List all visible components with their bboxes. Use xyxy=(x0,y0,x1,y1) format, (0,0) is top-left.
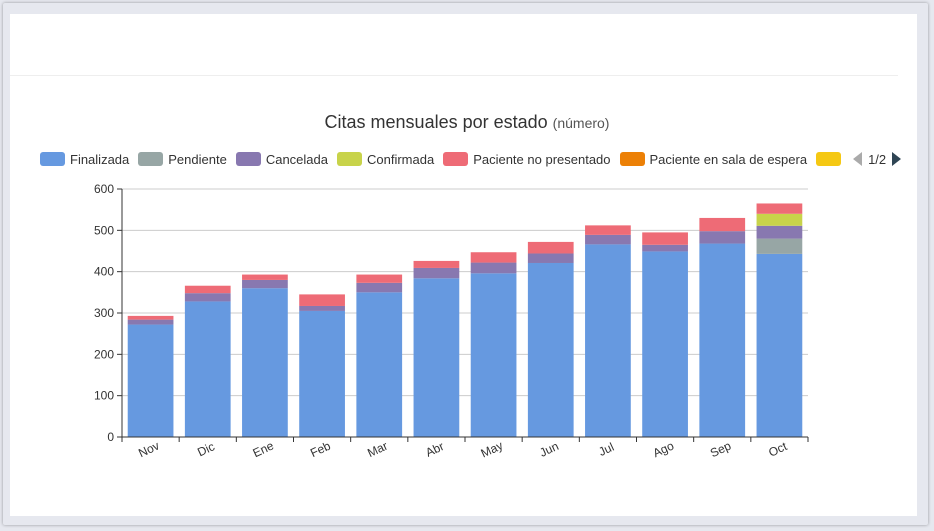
bar-segment xyxy=(756,238,803,254)
y-tick-label: 600 xyxy=(94,182,114,196)
bar-segment xyxy=(184,301,231,437)
bar-segment xyxy=(356,292,403,437)
bar-segment xyxy=(699,243,746,437)
legend-next-icon[interactable] xyxy=(892,152,902,166)
bar-segment xyxy=(699,217,746,232)
x-tick-label: Ene xyxy=(251,438,277,460)
bar-segment xyxy=(756,213,803,226)
legend-item-sala-espera[interactable]: Paciente en sala de espera xyxy=(619,151,808,167)
legend-item-next[interactable] xyxy=(816,152,846,166)
bar-segment xyxy=(413,267,460,279)
x-tick-label: Oct xyxy=(766,439,789,460)
bar-segment xyxy=(413,260,460,268)
y-tick-label: 300 xyxy=(94,306,114,320)
bar-segment xyxy=(242,279,288,289)
bar-segment xyxy=(356,282,403,293)
legend-label: Pendiente xyxy=(168,151,227,167)
bar-segment xyxy=(585,225,631,235)
legend-label: Confirmada xyxy=(366,151,435,167)
bar-segment xyxy=(527,241,574,254)
bar-segment xyxy=(642,251,688,437)
bar-segment xyxy=(585,234,631,245)
bar-segment xyxy=(356,274,403,283)
legend-prev-icon[interactable] xyxy=(853,152,863,166)
bar-segment xyxy=(699,231,746,244)
legend-swatch xyxy=(336,152,362,166)
x-tick-label: Feb xyxy=(308,439,333,461)
y-tick-label: 200 xyxy=(94,347,114,361)
chart-title-text: Citas mensuales por estado xyxy=(324,112,548,132)
bar-segment xyxy=(756,253,803,437)
chart-subtitle: (número) xyxy=(552,115,610,131)
chart-legend: Finalizada Pendiente Cancelada Confirmad… xyxy=(40,150,902,168)
legend-item-pendiente[interactable]: Pendiente xyxy=(138,152,227,167)
y-tick-label: 500 xyxy=(94,223,114,237)
bar-segment xyxy=(299,305,345,311)
bar-segment xyxy=(756,203,803,214)
bar-segment xyxy=(127,315,174,320)
bar-segment xyxy=(127,319,174,325)
divider xyxy=(10,75,898,76)
legend-label: Paciente no presentado xyxy=(473,151,611,167)
bar-segment xyxy=(184,293,231,302)
x-tick-label: Sep xyxy=(708,438,734,460)
x-tick-label: Abr xyxy=(423,439,446,460)
x-tick-label: Jul xyxy=(596,440,616,459)
bar-segment xyxy=(470,273,517,437)
legend-swatch xyxy=(40,152,65,166)
legend-swatch xyxy=(235,152,261,166)
legend-swatch xyxy=(816,152,842,166)
bar-segment xyxy=(470,262,517,274)
legend-item-finalizada[interactable]: Finalizada xyxy=(40,152,129,167)
legend-swatch xyxy=(443,152,469,166)
legend-swatch xyxy=(619,152,645,166)
bar-segment xyxy=(127,324,174,437)
x-tick-label: Mar xyxy=(365,439,390,460)
bar-segment xyxy=(413,278,460,437)
y-tick-label: 400 xyxy=(94,265,114,279)
x-tick-label: May xyxy=(479,438,505,460)
bar-segment xyxy=(242,288,288,437)
x-tick-label: Jun xyxy=(537,439,560,460)
x-tick-label: Nov xyxy=(136,439,161,461)
bar-segment xyxy=(642,232,688,245)
bar-segment xyxy=(642,244,688,252)
bar-segment xyxy=(470,252,517,263)
legend-pager: 1/2 xyxy=(853,151,902,167)
bar-segment xyxy=(756,225,803,239)
y-tick-label: 0 xyxy=(107,430,114,444)
y-tick-label: 100 xyxy=(94,389,114,403)
bar-segment xyxy=(527,253,574,263)
legend-item-confirmada[interactable]: Confirmada xyxy=(336,151,435,167)
bar-segment xyxy=(299,310,345,437)
chart-title: Citas mensuales por estado (número) xyxy=(0,112,934,133)
legend-page-indicator: 1/2 xyxy=(868,151,887,167)
bar-segment xyxy=(585,244,631,437)
legend-item-cancelada[interactable]: Cancelada xyxy=(235,151,328,167)
x-tick-label: Ago xyxy=(651,438,677,460)
bar-segment xyxy=(527,262,574,437)
bar-segment xyxy=(242,274,288,280)
legend-item-no-presentado[interactable]: Paciente no presentado xyxy=(443,151,611,167)
legend-label: Finalizada xyxy=(70,151,130,167)
legend-label: Paciente en sala de espera xyxy=(649,151,808,167)
legend-swatch xyxy=(138,152,164,166)
bar-segment xyxy=(184,285,231,294)
x-tick-label: Dic xyxy=(195,439,217,459)
bar-segment xyxy=(299,294,345,306)
legend-label: Cancelada xyxy=(265,151,328,167)
